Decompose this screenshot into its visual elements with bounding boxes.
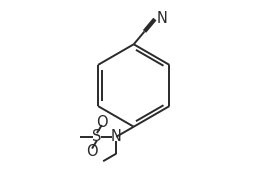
Text: N: N — [157, 11, 168, 26]
Text: O: O — [86, 144, 98, 159]
Text: S: S — [92, 129, 102, 144]
Text: O: O — [96, 115, 108, 130]
Text: N: N — [111, 129, 122, 144]
